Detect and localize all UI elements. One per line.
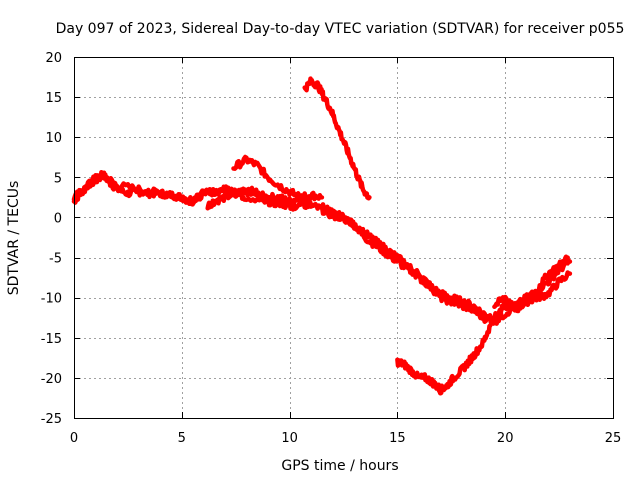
x-tick-label: 20 — [497, 431, 514, 446]
y-tick-label: -20 — [41, 372, 62, 387]
y-tick-label: 15 — [45, 91, 62, 106]
x-tick-label: 0 — [70, 431, 78, 446]
series-line-track-d — [231, 154, 573, 323]
y-tick-label: -10 — [41, 292, 62, 307]
series-line-track-h — [492, 254, 570, 311]
series-line-track-c — [205, 185, 314, 212]
series-line-track-f — [395, 323, 493, 396]
x-tick-label: 25 — [605, 431, 622, 446]
y-tick-label: -25 — [41, 412, 62, 427]
ticks: 0 5 10 15 20 25 -25 -20 -15 -10 -5 0 5 10 15 20 — [41, 51, 622, 446]
x-tick-label: 5 — [178, 431, 186, 446]
x-tick-label: 10 — [281, 431, 298, 446]
series-line-track-b — [71, 171, 297, 212]
plot-frame — [74, 57, 614, 419]
y-tick-label: -5 — [49, 252, 62, 267]
x-axis-title: GPS time / hours — [281, 458, 398, 474]
series-layer — [71, 76, 573, 396]
chart-title: Day 097 of 2023, Sidereal Day-to-day VTE… — [56, 21, 625, 37]
y-tick-label: 5 — [54, 171, 62, 186]
y-tick-label: -15 — [41, 332, 62, 347]
y-tick-label: 20 — [45, 51, 62, 66]
x-tick-label: 15 — [389, 431, 406, 446]
y-tick-label: 10 — [45, 131, 62, 146]
series-line-track-e — [319, 202, 573, 326]
y-tick-label: 0 — [54, 211, 62, 226]
y-axis-title: SDTVAR / TECUs — [6, 181, 22, 296]
series-line-track-g — [302, 76, 372, 201]
grid — [74, 57, 613, 418]
